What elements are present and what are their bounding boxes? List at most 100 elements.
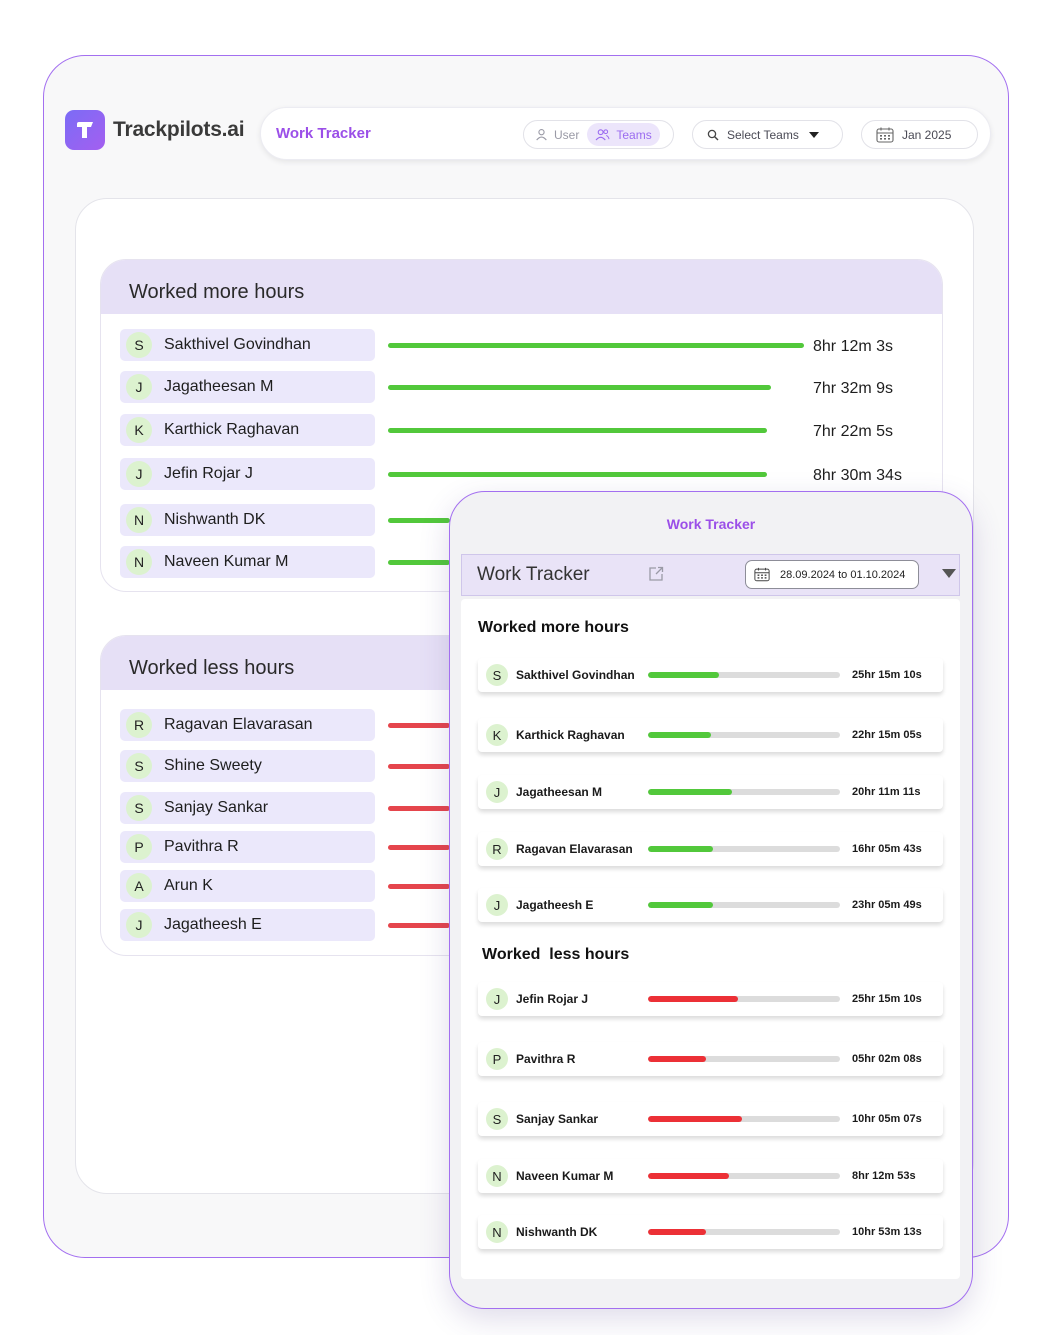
mobile-more-heading: Worked more hours [478,619,629,636]
member-name: Naveen Kumar M [164,553,289,570]
duration-label: 8hr 12m 3s [813,338,894,355]
hours-bar [388,806,450,811]
member-name: Jefin Rojar J [164,465,253,482]
progress-fill [648,789,733,795]
member-row[interactable]: J Jagatheesh E [120,909,375,941]
page-title: Work Tracker [276,125,371,142]
calendar-icon [876,127,894,143]
member-card[interactable]: J Jefin Rojar J 25hr 15m 10s [478,982,943,1016]
hours-bar [388,884,450,889]
date-range-label: 28.09.2024 to 01.10.2024 [780,568,906,581]
hours-bar [388,518,450,523]
avatar: S [126,795,152,821]
member-row[interactable]: N Naveen Kumar M [120,546,375,578]
progress-fill [648,996,739,1002]
avatar: A [126,873,152,899]
member-name: Jagatheesan M [516,785,603,799]
toggle-teams[interactable]: Teams [587,123,660,146]
toggle-user[interactable]: User [527,123,587,146]
brand-logo[interactable]: Trackpilots.ai [65,110,245,150]
member-name: Nishwanth DK [164,511,266,528]
duration-label: 10hr 05m 07s [852,1113,922,1125]
duration-label: 8hr 30m 34s [813,467,902,484]
date-range-picker[interactable]: 28.09.2024 to 01.10.2024 [745,560,919,589]
member-name: Sanjay Sankar [516,1112,599,1126]
duration-label: 23hr 05m 49s [852,899,922,911]
progress-fill [648,1056,706,1062]
avatar: S [126,332,152,358]
duration-label: 05hr 02m 08s [852,1053,922,1065]
member-row[interactable]: J Jagatheesan M [120,371,375,403]
progress-track [648,672,840,678]
member-name: Jagatheesh E [164,916,262,933]
member-card[interactable]: R Ragavan Elavarasan 16hr 05m 43s [478,832,943,866]
top-toolbar: Work Tracker User Teams Select Teams Jan… [260,107,991,160]
brand-name: Trackpilots.ai [113,118,245,141]
member-row[interactable]: S Shine Sweety [120,750,375,782]
member-row[interactable]: N Nishwanth DK [120,504,375,536]
avatar: J [126,461,152,487]
mobile-panel-body: Worked more hours Worked less hours S Sak… [461,599,960,1279]
team-select[interactable]: Select Teams [692,120,843,149]
avatar: S [486,1108,508,1130]
progress-track [648,1116,840,1122]
hours-bar [388,845,450,850]
teams-icon [595,129,610,141]
avatar: J [486,781,508,803]
hours-bar [388,385,771,390]
avatar: J [486,894,508,916]
hours-bar [388,764,450,769]
avatar: K [486,724,508,746]
member-row[interactable]: J Jefin Rojar J [120,458,375,490]
month-label: Jan 2025 [902,127,952,142]
member-card[interactable]: N Nishwanth DK 10hr 53m 13s [478,1215,943,1249]
member-row[interactable]: K Karthick Raghavan [120,414,375,446]
external-link-icon[interactable] [648,566,664,582]
mobile-panel-header: Work Tracker 28.09.2024 to 01.10.2024 [461,554,960,596]
member-row[interactable]: R Ragavan Elavarasan [120,709,375,741]
member-card[interactable]: N Naveen Kumar M 8hr 12m 53s [478,1159,943,1193]
member-name: Sanjay Sankar [164,799,269,816]
avatar: S [486,664,508,686]
member-card[interactable]: K Karthick Raghavan 22hr 15m 05s [478,718,943,752]
progress-track [648,1173,840,1179]
duration-label: 7hr 32m 9s [813,380,894,397]
hours-bar [388,723,450,728]
member-name: Jefin Rojar J [516,992,589,1006]
caret-down-icon[interactable] [942,569,956,578]
month-picker[interactable]: Jan 2025 [861,120,978,149]
member-card[interactable]: J Jagatheesh E 23hr 05m 49s [478,888,943,922]
duration-label: 7hr 22m 5s [813,423,894,440]
avatar: J [126,912,152,938]
member-name: Arun K [164,877,213,894]
member-card[interactable]: S Sanjay Sankar 10hr 05m 07s [478,1102,943,1136]
member-row[interactable]: P Pavithra R [120,831,375,863]
member-name: Naveen Kumar M [516,1169,614,1183]
member-card[interactable]: S Sakthivel Govindhan 25hr 15m 10s [478,658,943,692]
progress-fill [648,1116,743,1122]
member-name: Ragavan Elavarasan [516,842,633,856]
member-name: Nishwanth DK [516,1225,598,1239]
hours-bar [388,560,450,565]
member-card[interactable]: J Jagatheesan M 20hr 11m 11s [478,775,943,809]
progress-track [648,789,840,795]
member-row[interactable]: S Sanjay Sankar [120,792,375,824]
team-select-label: Select Teams [727,127,799,142]
member-card[interactable]: P Pavithra R 05hr 02m 08s [478,1042,943,1076]
member-name: Pavithra R [164,838,239,855]
toggle-teams-label: Teams [616,127,652,142]
duration-label: 20hr 11m 11s [852,786,921,798]
progress-track [648,732,840,738]
mobile-less-heading: Worked less hours [482,946,630,963]
duration-label: 25hr 15m 10s [852,993,922,1005]
progress-fill [648,1173,729,1179]
avatar: P [486,1048,508,1070]
member-row[interactable]: A Arun K [120,870,375,902]
duration-label: 22hr 15m 05s [852,729,922,741]
mobile-preview: Work Tracker Work Tracker 28.09.2024 to … [449,491,973,1309]
duration-label: 8hr 12m 53s [852,1170,916,1182]
avatar: K [126,417,152,443]
avatar: J [126,374,152,400]
member-row[interactable]: S Sakthivel Govindhan [120,329,375,361]
avatar: J [486,988,508,1010]
